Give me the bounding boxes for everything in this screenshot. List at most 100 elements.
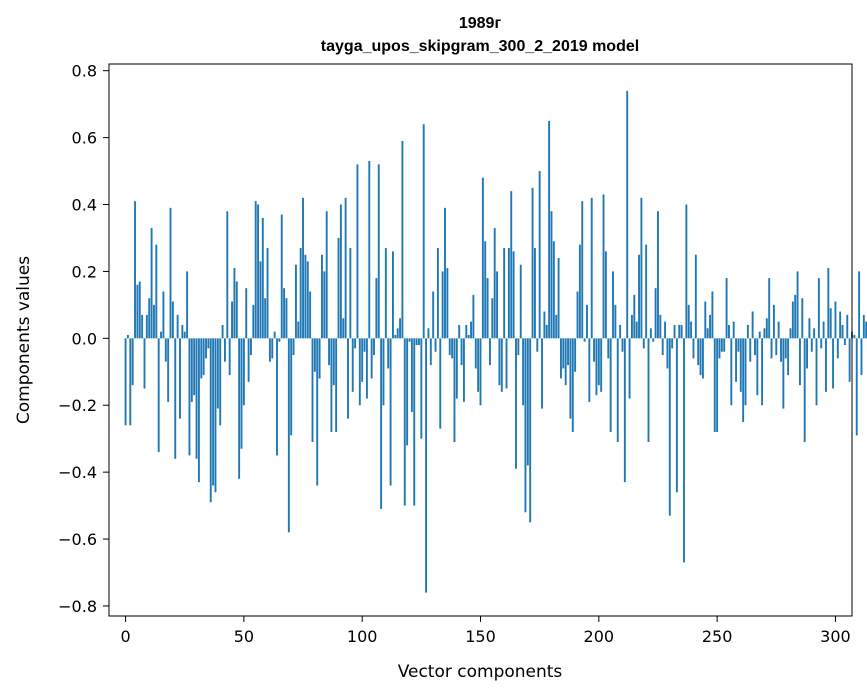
bar-57 — [259, 261, 261, 338]
bar-242 — [697, 338, 699, 365]
bar-297 — [827, 268, 829, 338]
bar-189 — [572, 338, 574, 432]
bar-286 — [801, 298, 803, 338]
bar-181 — [553, 241, 555, 338]
bar-172 — [532, 188, 534, 339]
bar-301 — [837, 338, 839, 358]
bar-302 — [839, 312, 841, 339]
bar-212 — [626, 91, 628, 339]
bar-180 — [551, 211, 553, 338]
y-tick-label: −0.4 — [58, 463, 97, 482]
bar-155 — [491, 298, 493, 338]
bar-278 — [782, 338, 784, 408]
bar-99 — [359, 338, 361, 405]
bar-67 — [283, 288, 285, 338]
bar-114 — [394, 335, 396, 338]
bar-261 — [742, 338, 744, 422]
bar-39 — [217, 338, 219, 408]
bar-188 — [569, 338, 571, 418]
bar-75 — [302, 198, 304, 339]
bar-94 — [347, 338, 349, 418]
bar-24 — [181, 325, 183, 338]
bar-237 — [685, 205, 687, 339]
bar-200 — [598, 338, 600, 385]
bar-89 — [335, 338, 337, 432]
x-tick-label: 200 — [584, 627, 615, 646]
bar-141 — [458, 325, 460, 338]
bar-253 — [723, 338, 725, 351]
bar-248 — [711, 291, 713, 338]
bar-126 — [423, 124, 425, 338]
bar-90 — [338, 238, 340, 338]
bar-222 — [650, 328, 652, 338]
bar-73 — [297, 322, 299, 339]
bar-179 — [548, 121, 550, 338]
bar-25 — [184, 332, 186, 339]
bar-42 — [224, 338, 226, 361]
bar-310 — [858, 271, 860, 338]
bar-54 — [252, 305, 254, 338]
bar-146 — [470, 322, 472, 339]
bar-199 — [596, 338, 598, 395]
y-tick-label: −0.6 — [58, 530, 97, 549]
bar-23 — [179, 338, 181, 418]
bar-chart: 1989г tayga_upos_skipgram_300_2_2019 mod… — [0, 0, 867, 696]
bar-164 — [513, 251, 515, 338]
bar-218 — [640, 198, 642, 339]
bar-29 — [193, 338, 195, 395]
bar-133 — [439, 338, 441, 428]
bar-138 — [451, 338, 453, 358]
bar-59 — [264, 298, 266, 338]
bar-40 — [219, 338, 221, 425]
bar-82 — [319, 338, 321, 378]
bar-110 — [385, 248, 387, 338]
bar-244 — [702, 338, 704, 378]
bar-277 — [780, 338, 782, 361]
y-tick-label: 0.0 — [72, 329, 97, 348]
bar-3 — [132, 338, 134, 385]
bar-98 — [357, 164, 359, 338]
bar-33 — [203, 338, 205, 375]
bar-169 — [525, 338, 527, 512]
bar-238 — [688, 305, 690, 338]
bar-12 — [153, 305, 155, 338]
bar-293 — [818, 278, 820, 338]
bar-1 — [127, 335, 129, 338]
bar-113 — [392, 251, 394, 338]
bar-87 — [330, 338, 332, 432]
bar-51 — [245, 288, 247, 338]
bar-97 — [354, 338, 356, 348]
bar-88 — [333, 338, 335, 385]
bar-298 — [830, 308, 832, 338]
y-tick-label: −0.2 — [58, 396, 97, 415]
bar-17 — [165, 338, 167, 361]
bar-56 — [257, 205, 259, 339]
bar-62 — [271, 338, 273, 358]
bar-154 — [489, 338, 491, 365]
bar-149 — [477, 338, 479, 392]
bar-213 — [629, 338, 631, 398]
bar-289 — [808, 318, 810, 338]
bar-80 — [314, 338, 316, 371]
bar-207 — [614, 305, 616, 338]
y-tick-label: 0.6 — [72, 129, 97, 148]
bar-37 — [212, 338, 214, 485]
bar-20 — [172, 302, 174, 339]
bar-103 — [368, 161, 370, 338]
bar-143 — [463, 338, 465, 402]
bar-161 — [506, 338, 508, 388]
bar-36 — [210, 338, 212, 502]
bar-175 — [539, 171, 541, 338]
bar-70 — [290, 338, 292, 435]
bar-123 — [416, 338, 418, 345]
bar-183 — [558, 258, 560, 338]
bar-60 — [267, 248, 269, 338]
bar-43 — [226, 211, 228, 338]
x-tick-label: 0 — [120, 627, 130, 646]
bar-173 — [534, 248, 536, 338]
bar-177 — [543, 312, 545, 339]
bar-140 — [456, 338, 458, 398]
bar-104 — [371, 338, 373, 378]
bar-206 — [612, 271, 614, 338]
bar-250 — [716, 338, 718, 432]
